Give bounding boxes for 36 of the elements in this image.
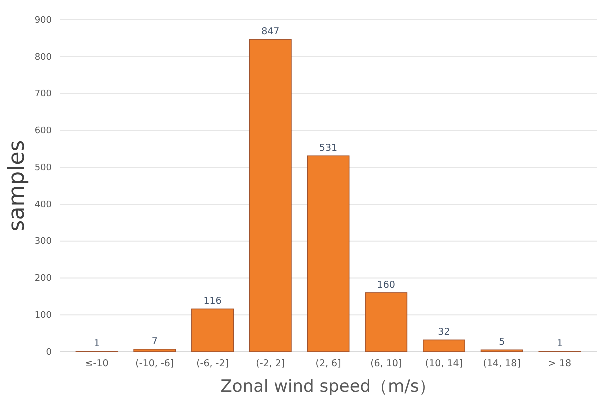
x-tick-label: (-2, 2] xyxy=(256,358,286,370)
y-tick-label: 500 xyxy=(34,163,52,174)
y-tick-label: 700 xyxy=(34,90,52,100)
bar xyxy=(365,292,408,352)
data-label: 160 xyxy=(377,280,396,291)
x-tick-label: (-6, -2] xyxy=(196,358,229,370)
y-tick-label: 300 xyxy=(34,237,52,248)
y-tick-label: 600 xyxy=(34,126,52,137)
bar xyxy=(134,349,176,352)
data-label: 7 xyxy=(152,336,158,348)
y-tick-label: 800 xyxy=(34,52,52,63)
y-tick-label: 200 xyxy=(34,274,52,284)
data-label: 5 xyxy=(499,337,506,348)
x-tick-label: (10, 14] xyxy=(425,358,464,370)
data-label: 116 xyxy=(204,296,222,308)
y-tick-label: 900 xyxy=(34,16,52,26)
y-tick-label: 400 xyxy=(34,200,52,210)
data-label: 531 xyxy=(319,143,338,154)
bar xyxy=(423,340,466,352)
x-tick-label: (2, 6] xyxy=(316,358,342,370)
bar xyxy=(192,308,234,352)
x-axis-title: Zonal wind speed（m/s） xyxy=(220,377,436,397)
data-label: 1 xyxy=(94,338,100,350)
x-tick-label: (14, 18] xyxy=(483,358,521,370)
x-tick-label: (-10, -6] xyxy=(136,358,174,370)
y-tick-label: 0 xyxy=(46,348,52,358)
data-label: 847 xyxy=(262,26,280,38)
x-tick-label: ≤-10 xyxy=(85,358,109,370)
data-label: 1 xyxy=(556,338,563,350)
bar xyxy=(249,39,292,352)
data-label: 32 xyxy=(438,327,450,338)
bar xyxy=(307,156,350,352)
y-tick-label: 100 xyxy=(34,310,52,321)
y-axis-title: samples xyxy=(5,140,30,232)
x-tick-label: (6, 10] xyxy=(370,358,402,370)
x-tick-label: > 18 xyxy=(548,358,572,370)
